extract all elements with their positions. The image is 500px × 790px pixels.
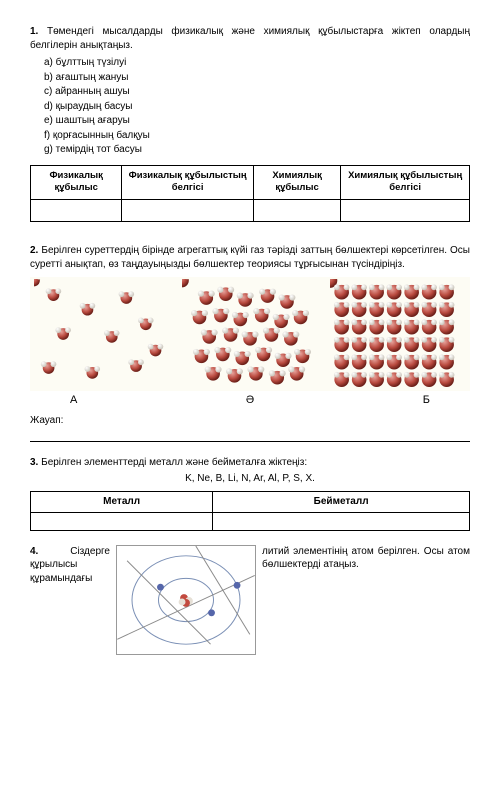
q1-text: Төмендегі мысалдарды физикалық және хими…: [30, 26, 470, 51]
table-cell[interactable]: [31, 200, 122, 222]
list-item: a) бұлттың түзілуі: [44, 56, 470, 70]
answer-line[interactable]: [30, 441, 470, 442]
q2-text: Берілген суреттердің бірінде агрегаттық …: [30, 245, 470, 270]
label-a: А: [70, 393, 77, 408]
list-item: e) шаштың ағаруы: [44, 114, 470, 128]
q3-table: Металл Бейметалл: [30, 491, 470, 531]
label-c: Б: [423, 393, 430, 408]
list-item: g) темірдің тот басуы: [44, 143, 470, 157]
q2-number: 2.: [30, 245, 38, 256]
q3-number: 3.: [30, 457, 38, 468]
q2-answer-label: Жауап:: [30, 414, 470, 428]
q3-prompt: 3. Берілген элементтерді металл және бей…: [30, 456, 470, 470]
q1-number: 1.: [30, 26, 38, 37]
label-b: Ә: [246, 393, 254, 408]
table-header: Химиялық құбылыстың белгісі: [341, 165, 470, 200]
q1-list: a) бұлттың түзілуі b) ағаштың жануы c) а…: [44, 56, 470, 157]
table-header: Физикалық құбылыстың белгісі: [122, 165, 254, 200]
q3-text: Берілген элементтерді металл және беймет…: [41, 457, 307, 468]
table-header: Металл: [31, 492, 213, 513]
q4-left-span: Сіздерге құрылысы құрамындағы: [30, 546, 110, 584]
list-item: f) қорғасынның балқуы: [44, 129, 470, 143]
q1-prompt: 1. Төмендегі мысалдарды физикалық және х…: [30, 25, 470, 52]
table-cell[interactable]: [122, 200, 254, 222]
q2-labels: А Ә Б: [30, 393, 470, 408]
table-cell[interactable]: [341, 200, 470, 222]
q2-diagrams: [30, 277, 470, 391]
list-item: c) айранның ашуы: [44, 85, 470, 99]
table-header: Химиялық құбылыс: [253, 165, 340, 200]
table-cell[interactable]: [213, 512, 470, 530]
list-item: d) қыраудың басуы: [44, 100, 470, 114]
q4-right-text: литий элементінің атом берілген. Осы ато…: [262, 545, 470, 572]
q4-number: 4.: [30, 546, 38, 557]
table-cell[interactable]: [253, 200, 340, 222]
panel-gas: [34, 279, 170, 389]
panel-liquid: [182, 279, 318, 389]
atom-diagram: [116, 545, 256, 655]
table-header: Физикалық құбылыс: [31, 165, 122, 200]
table-header: Бейметалл: [213, 492, 470, 513]
q1-table: Физикалық құбылыс Физикалық құбылыстың б…: [30, 165, 470, 223]
q3-elements: K, Ne, B, Li, N, Ar, Al, P, S, X.: [30, 472, 470, 486]
q4-block: 4. Сіздерге құрылысы құрамындағы литий э…: [30, 545, 470, 655]
q2-prompt: 2. Берілген суреттердің бірінде агрегатт…: [30, 244, 470, 271]
table-cell[interactable]: [31, 512, 213, 530]
panel-solid: [330, 279, 466, 389]
list-item: b) ағаштың жануы: [44, 71, 470, 85]
q4-left-text: 4. Сіздерге құрылысы құрамындағы: [30, 545, 110, 586]
